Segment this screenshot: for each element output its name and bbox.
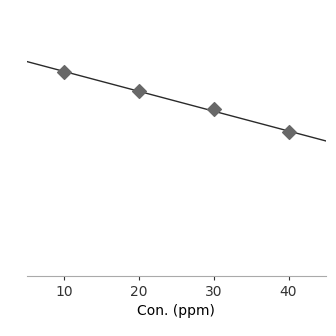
Point <box>136 88 142 93</box>
Point <box>286 130 291 135</box>
Point <box>61 70 67 75</box>
Point <box>211 107 216 112</box>
X-axis label: Con. (ppm): Con. (ppm) <box>137 304 215 318</box>
